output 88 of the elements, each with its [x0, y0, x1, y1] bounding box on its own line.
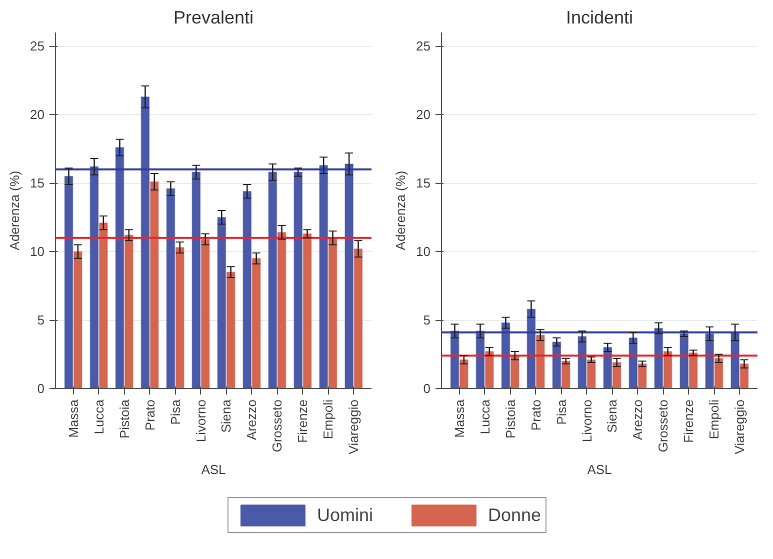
- y-tick-label: 15: [416, 176, 431, 191]
- chart-title: Prevalenti: [173, 8, 254, 28]
- bar: [73, 251, 82, 388]
- x-tick-label: Massa: [66, 398, 81, 438]
- x-tick-label: Arezzo: [630, 399, 646, 440]
- bar: [90, 166, 99, 388]
- bar: [319, 164, 328, 388]
- bar: [64, 176, 74, 388]
- bar: [680, 333, 689, 388]
- x-tick-label: Grosseto: [270, 399, 285, 452]
- bar: [268, 172, 278, 388]
- x-tick-label: Massa: [452, 398, 467, 438]
- x-tick-label: Arezzo: [244, 399, 260, 440]
- bar: [705, 333, 714, 388]
- bar: [714, 358, 724, 388]
- bar: [536, 334, 545, 388]
- bar: [638, 363, 647, 388]
- bar: [294, 172, 303, 388]
- x-tick-label: Pisa: [554, 398, 569, 425]
- bar: [578, 336, 587, 388]
- legend-label: Uomini: [316, 504, 373, 526]
- chart-title: Incidenti: [566, 8, 634, 28]
- bar: [354, 248, 363, 388]
- x-tick-label: Livorno: [193, 399, 208, 442]
- bar: [98, 222, 108, 388]
- bar: [328, 237, 338, 388]
- y-tick-label: 20: [416, 107, 431, 122]
- bar: [628, 337, 638, 388]
- x-axis-title: ASL: [201, 462, 226, 478]
- bar: [166, 188, 176, 388]
- y-tick-label: 0: [37, 381, 45, 396]
- bar: [663, 351, 672, 388]
- y-axis-title: Aderenza (%): [393, 170, 408, 250]
- x-tick-label: Siena: [218, 398, 234, 433]
- y-tick-label: 0: [423, 381, 431, 396]
- bar: [302, 233, 312, 388]
- x-tick-label: Lucca: [91, 398, 106, 434]
- x-axis-title: ASL: [587, 462, 612, 478]
- bar: [140, 96, 150, 388]
- x-tick-label: Viareggio: [346, 399, 362, 454]
- x-tick-label: Siena: [604, 398, 620, 433]
- bar: [552, 341, 562, 388]
- bar: [561, 360, 570, 388]
- bar: [740, 363, 749, 388]
- bar: [484, 351, 494, 388]
- y-tick-label: 20: [30, 107, 45, 122]
- bar: [277, 232, 286, 388]
- bar: [150, 181, 159, 388]
- bar: [459, 359, 468, 388]
- bar: [586, 359, 596, 388]
- x-tick-label: Viareggio: [732, 399, 748, 454]
- bar: [175, 246, 184, 388]
- bar: [526, 308, 536, 388]
- x-tick-label: Firenze: [681, 399, 696, 443]
- bar: [730, 332, 740, 388]
- y-tick-label: 15: [30, 176, 45, 191]
- x-tick-label: Pistoia: [502, 398, 518, 439]
- x-tick-label: Pisa: [168, 398, 183, 425]
- x-tick-label: Empoli: [706, 399, 722, 440]
- bar: [226, 272, 236, 388]
- bar: [124, 234, 134, 388]
- bar: [217, 216, 226, 388]
- bar: [242, 190, 252, 388]
- bar: [252, 258, 261, 388]
- bar: [192, 172, 201, 388]
- bar: [688, 352, 698, 388]
- y-tick-label: 10: [416, 244, 431, 260]
- y-tick-label: 5: [423, 312, 431, 328]
- bar: [344, 163, 354, 388]
- x-tick-label: Grosseto: [656, 399, 671, 452]
- x-tick-label: Prato: [528, 399, 544, 431]
- x-tick-label: Prato: [142, 399, 158, 431]
- bar: [200, 238, 210, 388]
- bar: [510, 355, 520, 388]
- y-tick-label: 5: [37, 312, 45, 328]
- y-axis-title: Aderenza (%): [7, 170, 22, 250]
- x-tick-label: Firenze: [295, 399, 310, 443]
- x-tick-label: Empoli: [320, 399, 336, 440]
- x-tick-label: Livorno: [579, 399, 594, 442]
- bar: [115, 147, 124, 388]
- bar: [603, 346, 612, 388]
- y-tick-label: 10: [30, 244, 45, 260]
- x-tick-label: Pistoia: [116, 398, 132, 439]
- legend-label: Donne: [488, 504, 542, 526]
- x-tick-label: Lucca: [477, 398, 492, 434]
- bar: [612, 362, 622, 388]
- y-tick-label: 25: [30, 38, 45, 54]
- y-tick-label: 25: [416, 38, 431, 54]
